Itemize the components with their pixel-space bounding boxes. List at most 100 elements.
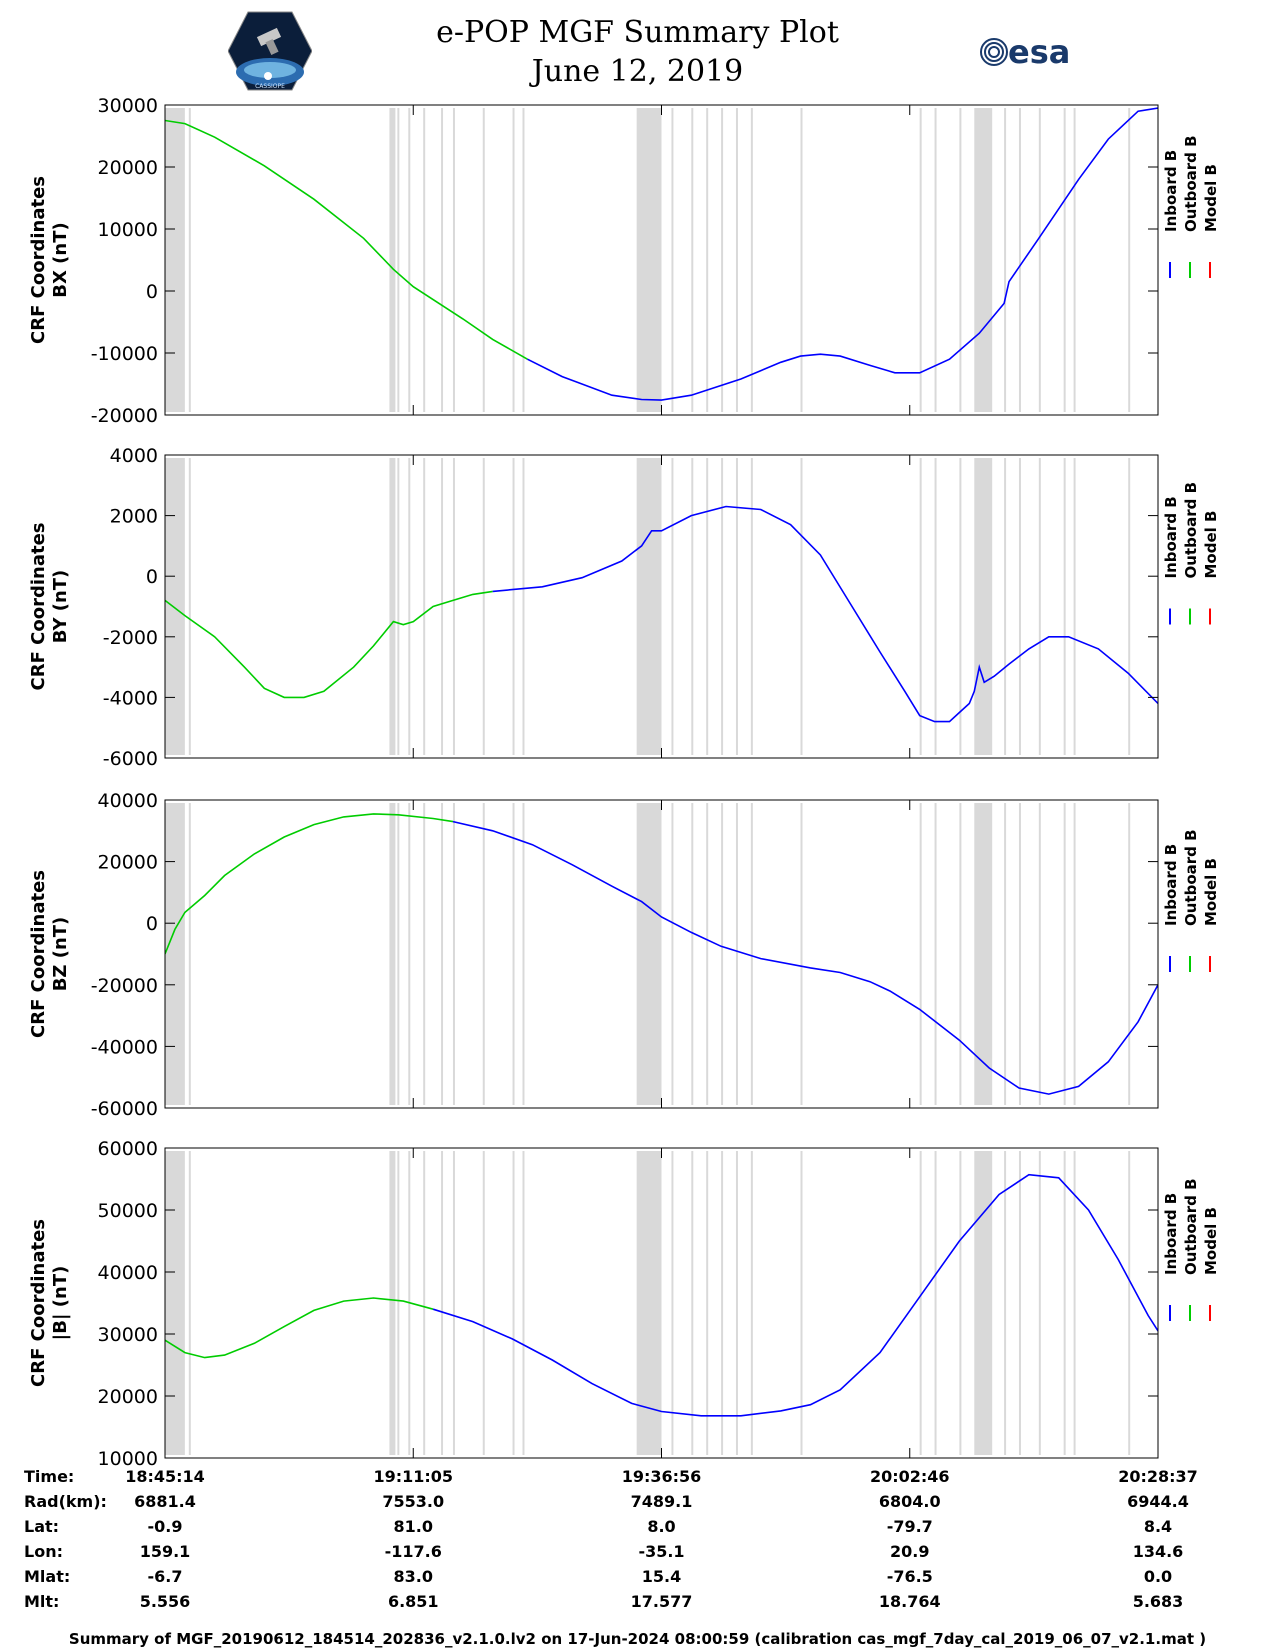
data-gap-band bbox=[974, 458, 993, 755]
y-tick-label: 2000 bbox=[110, 506, 158, 528]
data-gap-band bbox=[636, 458, 662, 755]
data-gap-band bbox=[482, 108, 485, 412]
data-gap-band bbox=[441, 803, 444, 1105]
ephemeris-value: 5.556 bbox=[140, 1592, 191, 1611]
ephemeris-value: 20:02:46 bbox=[870, 1467, 950, 1486]
y-tick-label: -40000 bbox=[91, 1036, 158, 1058]
ephemeris-value: 5.683 bbox=[1133, 1592, 1184, 1611]
y-axis-label: CRF Coordinates bbox=[28, 176, 49, 344]
series-line-inboard-b bbox=[432, 1173, 1158, 1417]
y-tick-label: 4000 bbox=[110, 445, 158, 467]
ephemeris-value: 134.6 bbox=[1133, 1542, 1184, 1561]
data-gap-band bbox=[1063, 458, 1066, 755]
ephemeris-value: 6.851 bbox=[388, 1592, 439, 1611]
ephemeris-row-label: Lat: bbox=[24, 1517, 59, 1536]
data-gap-band bbox=[482, 458, 485, 755]
data-gap-band bbox=[1128, 458, 1131, 755]
data-gap-band bbox=[934, 458, 937, 755]
y-axis-label: CRF Coordinates bbox=[28, 1219, 49, 1387]
data-gap-band bbox=[934, 1151, 937, 1455]
data-gap-band bbox=[750, 803, 753, 1105]
ephemeris-value: 8.4 bbox=[1144, 1517, 1172, 1536]
y-tick-label: 30000 bbox=[98, 1324, 158, 1346]
series-line-outboard-b bbox=[165, 119, 528, 360]
data-gap-band bbox=[408, 108, 411, 412]
series-line-inboard-b bbox=[492, 505, 1158, 723]
data-gap-band bbox=[1128, 803, 1131, 1105]
y-tick-label: -2000 bbox=[103, 627, 158, 649]
data-gap-band bbox=[1063, 1151, 1066, 1455]
data-gap-band bbox=[636, 803, 662, 1105]
ephemeris-value: 83.0 bbox=[394, 1567, 433, 1586]
data-gap-band bbox=[959, 803, 962, 1105]
data-gap-band bbox=[1128, 108, 1131, 412]
data-gap-band bbox=[397, 803, 400, 1105]
ephemeris-value: 17.577 bbox=[631, 1592, 693, 1611]
data-gap-band bbox=[522, 1151, 525, 1455]
y-tick-label: -4000 bbox=[103, 687, 158, 709]
y-axis-label-units: BZ (nT) bbox=[50, 917, 71, 992]
data-gap-band bbox=[959, 1151, 962, 1455]
y-tick-label: -20000 bbox=[91, 405, 158, 427]
data-gap-band bbox=[1018, 1151, 1021, 1455]
y-axis-label-units: BY (nT) bbox=[50, 570, 71, 644]
y-tick-label: 20000 bbox=[98, 1386, 158, 1408]
data-gap-band bbox=[408, 803, 411, 1105]
data-gap-band bbox=[408, 458, 411, 755]
y-tick-label: 10000 bbox=[98, 219, 158, 241]
data-gap-band bbox=[165, 803, 185, 1105]
data-gap-band bbox=[800, 108, 803, 412]
data-gap-band bbox=[522, 458, 525, 755]
data-gap-band bbox=[800, 803, 803, 1105]
ephemeris-value: 8.0 bbox=[647, 1517, 675, 1536]
data-gap-band bbox=[671, 458, 674, 755]
data-gap-band bbox=[188, 803, 191, 1105]
data-gap-band bbox=[721, 108, 724, 412]
y-axis-label: CRF Coordinates bbox=[28, 870, 49, 1038]
data-gap-band bbox=[800, 458, 803, 755]
ephemeris-value: 19:11:05 bbox=[373, 1467, 453, 1486]
y-tick-label: 60000 bbox=[98, 1138, 158, 1160]
esa-logo-text: esa bbox=[1008, 34, 1070, 71]
data-gap-band bbox=[397, 458, 400, 755]
data-gap-band bbox=[1004, 803, 1007, 1105]
ephemeris-value: 7489.1 bbox=[631, 1492, 693, 1511]
legend-label: Model B bbox=[1202, 1207, 1220, 1275]
data-gap-band bbox=[1038, 458, 1041, 755]
y-axis-label-units: BX (nT) bbox=[50, 222, 71, 297]
data-gap-band bbox=[397, 108, 400, 412]
data-gap-band bbox=[974, 108, 993, 412]
data-gap-band bbox=[1063, 803, 1066, 1105]
ephemeris-value: 6944.4 bbox=[1127, 1492, 1189, 1511]
ephemeris-value: -35.1 bbox=[638, 1542, 684, 1561]
data-gap-band bbox=[452, 108, 455, 412]
ephemeris-value: -0.9 bbox=[148, 1517, 183, 1536]
data-gap-band bbox=[706, 458, 709, 755]
page-subtitle: June 12, 2019 bbox=[531, 54, 744, 89]
page-title: e-POP MGF Summary Plot bbox=[436, 15, 839, 50]
ephemeris-value: 0.0 bbox=[1144, 1567, 1172, 1586]
legend-label: Outboard B bbox=[1182, 1178, 1200, 1275]
y-tick-label: 0 bbox=[146, 281, 158, 303]
data-gap-band bbox=[1063, 108, 1066, 412]
y-tick-label: -20000 bbox=[91, 975, 158, 997]
y-tick-label: 20000 bbox=[98, 852, 158, 874]
data-gap-band bbox=[671, 108, 674, 412]
data-gap-band bbox=[1018, 108, 1021, 412]
data-gap-band bbox=[934, 108, 937, 412]
data-gap-band bbox=[706, 803, 709, 1105]
legend-label: Model B bbox=[1202, 511, 1220, 579]
data-gap-band bbox=[974, 1151, 993, 1455]
series-line-outboard-b bbox=[165, 1297, 434, 1359]
data-gap-band bbox=[919, 1151, 922, 1455]
data-gap-band bbox=[750, 458, 753, 755]
data-gap-band bbox=[165, 108, 185, 412]
ephemeris-value: 81.0 bbox=[394, 1517, 433, 1536]
y-tick-label: -60000 bbox=[91, 1098, 158, 1120]
data-gap-band bbox=[1038, 803, 1041, 1105]
data-gap-band bbox=[1004, 458, 1007, 755]
data-gap-band bbox=[389, 1151, 396, 1455]
data-gap-band bbox=[691, 108, 694, 412]
data-gap-band bbox=[919, 803, 922, 1105]
data-gap-band bbox=[735, 458, 738, 755]
